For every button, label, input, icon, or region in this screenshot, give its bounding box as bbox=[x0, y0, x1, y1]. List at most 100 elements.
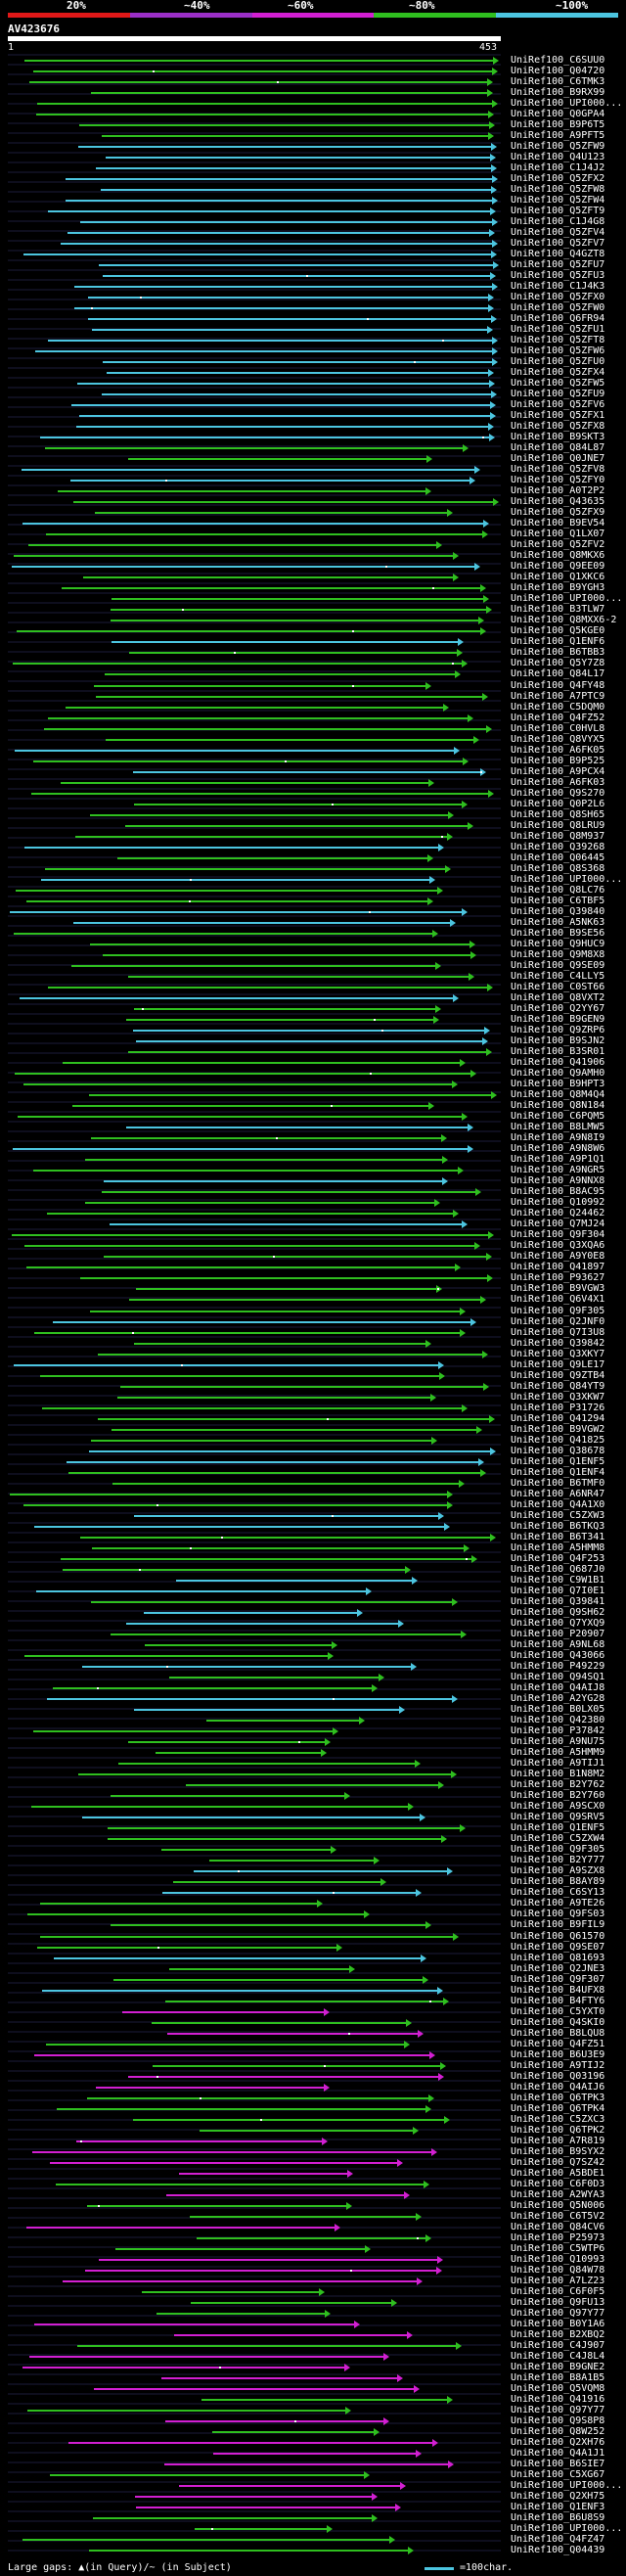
hit-label[interactable]: UniRef100_B6TMF0 bbox=[511, 1478, 605, 1489]
hit-label[interactable]: UniRef100_Q38678 bbox=[511, 1446, 605, 1456]
hit-label[interactable]: UniRef100_B6TKQ3 bbox=[511, 1521, 605, 1532]
hit-label[interactable]: UniRef100_B6U8S9 bbox=[511, 2512, 605, 2523]
hit-label[interactable]: UniRef100_A9TE26 bbox=[511, 1898, 605, 1909]
hit-label[interactable]: UniRef100_B2Y777 bbox=[511, 1855, 605, 1865]
hit-label[interactable]: UniRef100_Q39840 bbox=[511, 906, 605, 917]
hit-label[interactable]: UniRef100_A7LZ23 bbox=[511, 2276, 605, 2286]
hit-label[interactable]: UniRef100_Q84YT9 bbox=[511, 1381, 605, 1392]
hit-label[interactable]: UniRef100_Q04439 bbox=[511, 2545, 605, 2555]
hit-label[interactable]: UniRef100_Q94SQ1 bbox=[511, 1672, 605, 1682]
hit-label[interactable]: UniRef100_C9W1B1 bbox=[511, 1575, 605, 1586]
hit-label[interactable]: UniRef100_Q2XH76 bbox=[511, 2437, 605, 2448]
hit-label[interactable]: UniRef100_Q5ZFW0 bbox=[511, 302, 605, 313]
hit-label[interactable]: UniRef100_Q24462 bbox=[511, 1208, 605, 1219]
hit-label[interactable]: UniRef100_C6F0D3 bbox=[511, 2179, 605, 2189]
hit-label[interactable]: UniRef100_B6SIE7 bbox=[511, 2459, 605, 2469]
hit-label[interactable]: UniRef100_C6SY13 bbox=[511, 1887, 605, 1898]
hit-label[interactable]: UniRef100_A9TIJ2 bbox=[511, 2060, 605, 2071]
hit-label[interactable]: UniRef100_B9HPT3 bbox=[511, 1079, 605, 1089]
hit-label[interactable]: UniRef100_Q687J0 bbox=[511, 1564, 605, 1575]
hit-label[interactable]: UniRef100_Q7YXQ9 bbox=[511, 1618, 605, 1629]
hit-label[interactable]: UniRef100_Q5ZFX2 bbox=[511, 173, 605, 184]
hit-label[interactable]: UniRef100_B2Y760 bbox=[511, 1790, 605, 1801]
hit-label[interactable]: UniRef100_B0Y1A6 bbox=[511, 2319, 605, 2329]
hit-label[interactable]: UniRef100_Q06445 bbox=[511, 852, 605, 863]
hit-label[interactable]: UniRef100_Q42380 bbox=[511, 1715, 605, 1725]
hit-label[interactable]: UniRef100_Q4GZT8 bbox=[511, 249, 605, 259]
hit-label[interactable]: UniRef100_Q4A1J1 bbox=[511, 2448, 605, 2459]
hit-label[interactable]: UniRef100_Q5ZFY0 bbox=[511, 475, 605, 485]
hit-label[interactable]: UniRef100_B9P525 bbox=[511, 756, 605, 766]
hit-label[interactable]: UniRef100_Q8N184 bbox=[511, 1100, 605, 1111]
hit-label[interactable]: UniRef100_A9NNX8 bbox=[511, 1175, 605, 1186]
hit-label[interactable]: UniRef100_Q04720 bbox=[511, 66, 605, 76]
hit-label[interactable]: UniRef100_C0ST66 bbox=[511, 982, 605, 992]
hit-label[interactable]: UniRef100_Q1ENF6 bbox=[511, 636, 605, 647]
hit-label[interactable]: UniRef100_B3TLW7 bbox=[511, 604, 605, 615]
hit-label[interactable]: UniRef100_A6NR47 bbox=[511, 1489, 605, 1499]
hit-label[interactable]: UniRef100_Q43635 bbox=[511, 496, 605, 507]
hit-label[interactable]: UniRef100_A6FK05 bbox=[511, 745, 605, 756]
hit-label[interactable]: UniRef100_A9PFT5 bbox=[511, 130, 605, 141]
hit-label[interactable]: UniRef100_Q5ZFX4 bbox=[511, 367, 605, 378]
hit-label[interactable]: UniRef100_B9SYX2 bbox=[511, 2146, 605, 2157]
hit-label[interactable]: UniRef100_B9VGW3 bbox=[511, 1283, 605, 1294]
hit-label[interactable]: UniRef100_UPI000... bbox=[511, 2480, 623, 2491]
hit-label[interactable]: UniRef100_UPI000... bbox=[511, 98, 623, 109]
hit-label[interactable]: UniRef100_Q84L87 bbox=[511, 442, 605, 453]
hit-label[interactable]: UniRef100_Q9F305 bbox=[511, 1306, 605, 1316]
hit-label[interactable]: UniRef100_Q8M4Q4 bbox=[511, 1089, 605, 1100]
hit-label[interactable]: UniRef100_Q9FU13 bbox=[511, 2297, 605, 2308]
hit-label[interactable]: UniRef100_Q9SE09 bbox=[511, 960, 605, 971]
hit-label[interactable]: UniRef100_Q8LC76 bbox=[511, 885, 605, 896]
hit-label[interactable]: UniRef100_Q9SH62 bbox=[511, 1607, 605, 1618]
hit-label[interactable]: UniRef100_Q81693 bbox=[511, 1953, 605, 1963]
hit-label[interactable]: UniRef100_Q1ENF3 bbox=[511, 2502, 605, 2512]
hit-label[interactable]: UniRef100_A9N8W6 bbox=[511, 1143, 605, 1154]
hit-label[interactable]: UniRef100_Q9F305 bbox=[511, 1844, 605, 1855]
hit-label[interactable]: UniRef100_A5NK63 bbox=[511, 917, 605, 928]
hit-label[interactable]: UniRef100_C4J907 bbox=[511, 2340, 605, 2351]
hit-label[interactable]: UniRef100_Q1ENF5 bbox=[511, 1456, 605, 1467]
hit-label[interactable]: UniRef100_B6U3E9 bbox=[511, 2049, 605, 2060]
hit-label[interactable]: UniRef100_Q1ENF4 bbox=[511, 1467, 605, 1478]
hit-label[interactable]: UniRef100_A9P1Q1 bbox=[511, 1154, 605, 1165]
hit-label[interactable]: UniRef100_B6T341 bbox=[511, 1532, 605, 1542]
hit-label[interactable]: UniRef100_Q7SZ42 bbox=[511, 2157, 605, 2168]
hit-label[interactable]: UniRef100_B8LQU8 bbox=[511, 2028, 605, 2039]
hit-label[interactable]: UniRef100_Q97Y77 bbox=[511, 2308, 605, 2319]
hit-label[interactable]: UniRef100_B8AC95 bbox=[511, 1186, 605, 1197]
hit-label[interactable]: UniRef100_A9N8I9 bbox=[511, 1132, 605, 1143]
hit-label[interactable]: UniRef100_C5YXT0 bbox=[511, 2006, 605, 2017]
hit-label[interactable]: UniRef100_Q8SH65 bbox=[511, 809, 605, 820]
hit-label[interactable]: UniRef100_Q4A1X0 bbox=[511, 1499, 605, 1510]
hit-label[interactable]: UniRef100_B8LMW5 bbox=[511, 1122, 605, 1132]
hit-label[interactable]: UniRef100_Q5ZFW8 bbox=[511, 184, 605, 195]
hit-label[interactable]: UniRef100_Q5ZFT9 bbox=[511, 206, 605, 216]
hit-label[interactable]: UniRef100_Q4FY48 bbox=[511, 680, 605, 691]
hit-label[interactable]: UniRef100_Q5ZFT8 bbox=[511, 335, 605, 345]
hit-label[interactable]: UniRef100_Q5ZFU7 bbox=[511, 259, 605, 270]
hit-label[interactable]: UniRef100_Q61570 bbox=[511, 1931, 605, 1942]
hit-label[interactable]: UniRef100_Q4AIJ6 bbox=[511, 2082, 605, 2093]
hit-label[interactable]: UniRef100_Q7I3U8 bbox=[511, 1327, 605, 1338]
hit-label[interactable]: UniRef100_Q5ZFV8 bbox=[511, 464, 605, 475]
hit-label[interactable]: UniRef100_UPI000... bbox=[511, 2523, 623, 2534]
hit-label[interactable]: UniRef100_B9SJN2 bbox=[511, 1035, 605, 1046]
hit-label[interactable]: UniRef100_C5XG67 bbox=[511, 2469, 605, 2480]
hit-label[interactable]: UniRef100_Q9LE17 bbox=[511, 1359, 605, 1370]
hit-label[interactable]: UniRef100_Q3XQA6 bbox=[511, 1240, 605, 1251]
hit-label[interactable]: UniRef100_Q0P2L6 bbox=[511, 799, 605, 809]
hit-label[interactable]: UniRef100_Q5ZFX0 bbox=[511, 292, 605, 302]
hit-label[interactable]: UniRef100_Q41906 bbox=[511, 1057, 605, 1068]
hit-label[interactable]: UniRef100_A5HMM9 bbox=[511, 1747, 605, 1758]
hit-label[interactable]: UniRef100_Q41916 bbox=[511, 2394, 605, 2405]
hit-label[interactable]: UniRef100_C4J8L4 bbox=[511, 2351, 605, 2362]
hit-label[interactable]: UniRef100_Q6TPK2 bbox=[511, 2125, 605, 2136]
hit-label[interactable]: UniRef100_Q4U123 bbox=[511, 152, 605, 162]
hit-label[interactable]: UniRef100_A9SZX8 bbox=[511, 1865, 605, 1876]
hit-label[interactable]: UniRef100_A5HMM8 bbox=[511, 1542, 605, 1553]
hit-label[interactable]: UniRef100_Q4SKI0 bbox=[511, 2017, 605, 2028]
hit-label[interactable]: UniRef100_B1N8M2 bbox=[511, 1769, 605, 1779]
hit-label[interactable]: UniRef100_C1J4K3 bbox=[511, 281, 605, 292]
